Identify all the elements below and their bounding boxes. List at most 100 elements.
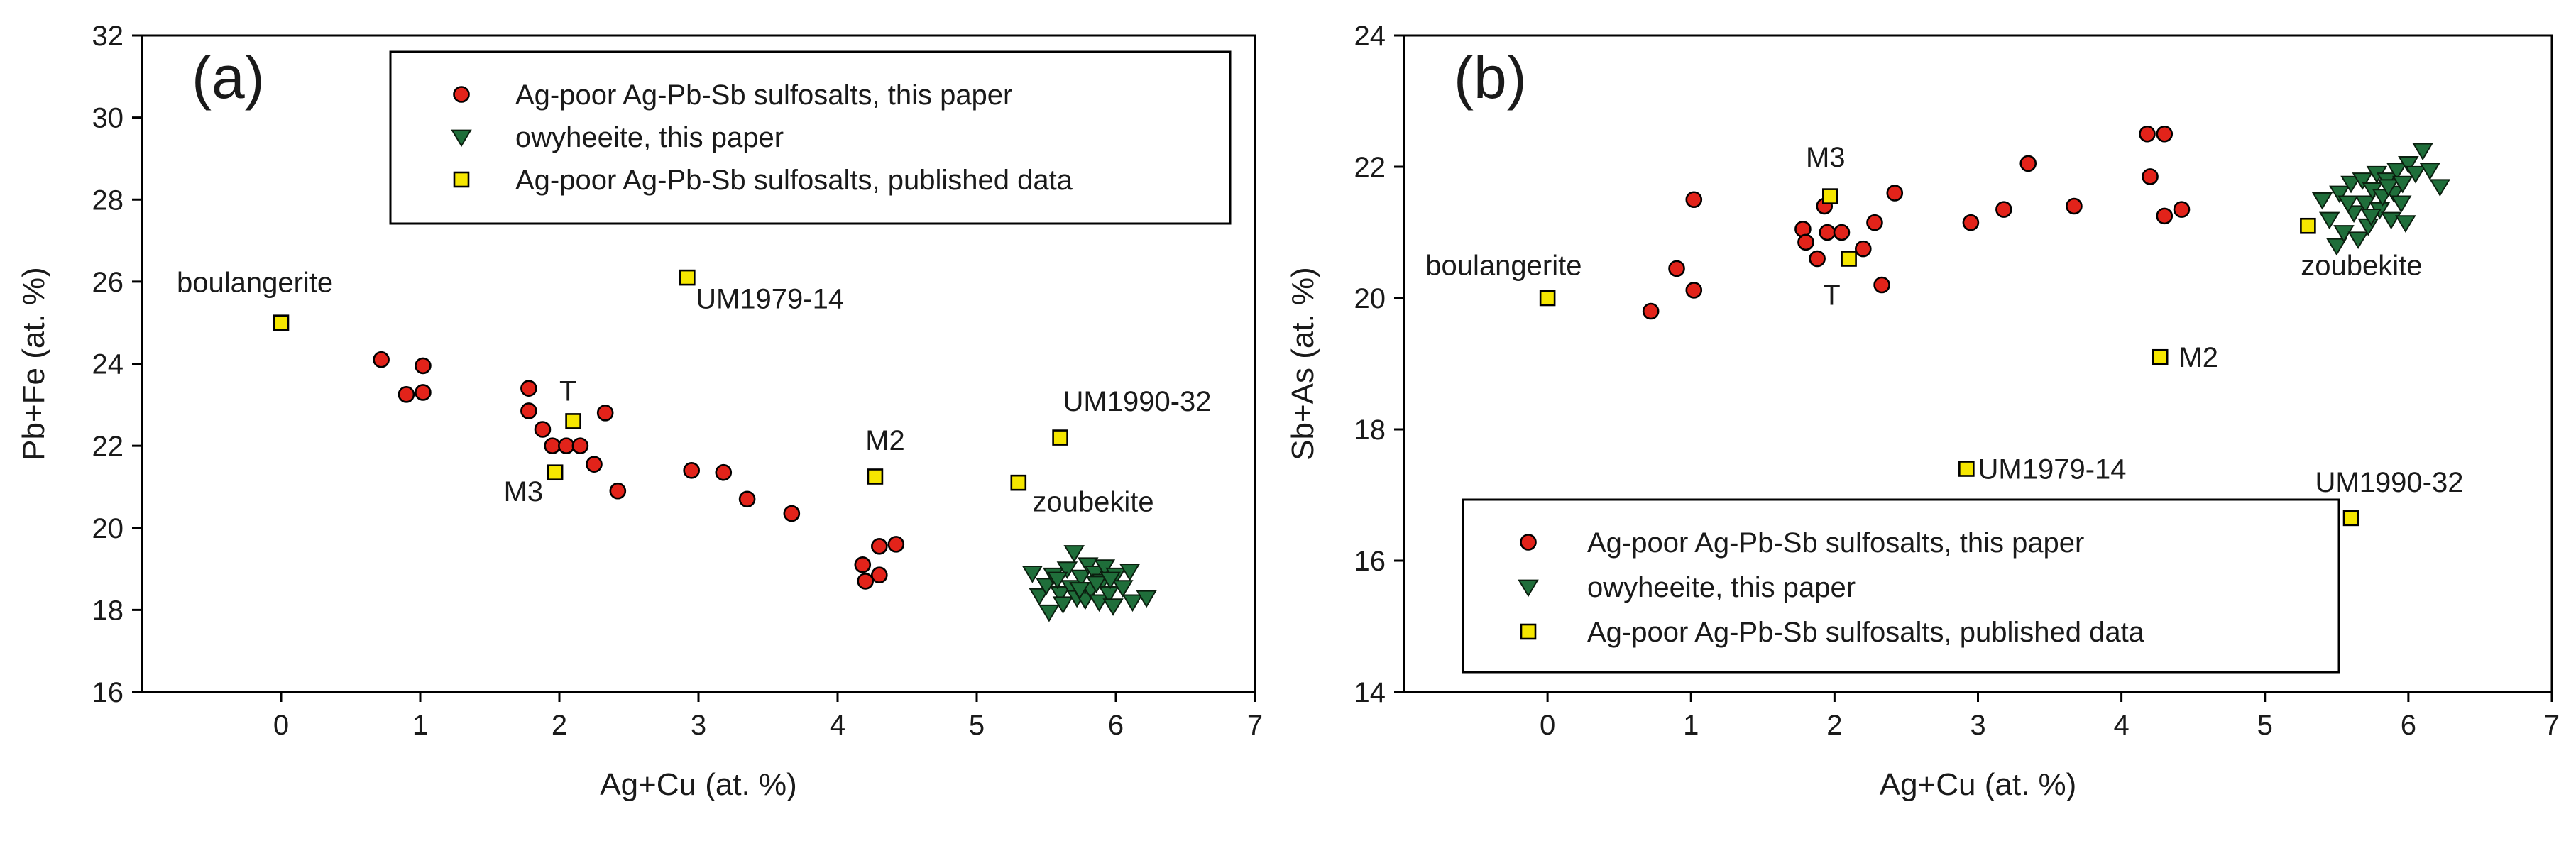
data-point-square	[1052, 429, 1068, 446]
legend-marker-square	[453, 171, 470, 188]
x-tick-label: 7	[1247, 710, 1263, 741]
x-tick-label: 5	[2257, 710, 2273, 741]
data-point-circle	[1873, 276, 1890, 294]
chart-panel-b: 0 1 2 3 4 5 6 7 14 16 18 20 22 24 Ag+Cu (at. %) Sb+As (…	[1286, 21, 2560, 802]
y-tick-label: 18	[92, 595, 124, 626]
data-point-square	[1539, 290, 1556, 307]
legend-box	[1462, 498, 2340, 674]
data-point-square	[1822, 188, 1838, 204]
data-point-triangle-down	[2391, 195, 2412, 214]
data-point-circle	[1685, 191, 1703, 209]
data-point-circle	[1855, 240, 1872, 258]
y-axis-title: Sb+As (at. %)	[1286, 267, 1320, 461]
data-point-square	[565, 413, 581, 429]
data-point-circle	[609, 482, 627, 500]
data-point-circle	[2156, 207, 2174, 225]
point-annotation: M3	[504, 476, 544, 507]
data-point-circle	[1833, 224, 1851, 241]
y-tick-label: 16	[92, 677, 124, 708]
point-annotation: zoubekite	[2301, 251, 2422, 282]
data-point-square	[547, 464, 564, 481]
legend-label: Ag-poor Ag-Pb-Sb sulfosalts, published d…	[515, 165, 1073, 196]
point-annotation: boulangerite	[177, 267, 333, 298]
legend-marker-square	[1520, 623, 1537, 640]
data-point-circle	[2173, 201, 2191, 218]
data-point-triangle-down	[1085, 576, 1107, 594]
data-point-circle	[398, 386, 415, 403]
data-point-triangle-down	[1021, 565, 1043, 583]
data-point-triangle-down	[1029, 588, 1050, 606]
point-annotation: T	[559, 376, 576, 407]
data-point-triangle-down	[2377, 179, 2399, 197]
data-point-circle	[571, 437, 589, 454]
data-point-square	[273, 314, 290, 331]
data-point-circle	[373, 351, 390, 368]
x-tick-label: 1	[1683, 710, 1699, 741]
data-point-circle	[871, 566, 888, 584]
data-point-triangle-down	[2318, 211, 2340, 230]
legend: Ag-poor Ag-Pb-Sb sulfosalts, this paper o…	[1462, 498, 2340, 674]
legend-marker-triangle-down	[451, 129, 472, 148]
x-tick-label: 4	[830, 710, 845, 741]
data-point-triangle-down	[2340, 175, 2362, 194]
data-point-triangle-down	[2395, 215, 2416, 233]
legend-marker-circle	[1520, 534, 1537, 551]
point-annotation: M2	[2178, 342, 2218, 373]
x-tick-label: 6	[2401, 710, 2416, 741]
y-tick-label: 16	[1354, 546, 1386, 577]
x-tick-label: 2	[1826, 710, 1842, 741]
series-circle	[1642, 125, 2191, 320]
data-point-triangle-down	[2355, 195, 2377, 214]
data-point-triangle-down	[2386, 163, 2408, 180]
data-point-triangle-down	[2326, 238, 2347, 256]
x-tick-label: 7	[2544, 710, 2560, 741]
y-tick-label: 32	[92, 21, 124, 52]
point-annotation: M3	[1806, 142, 1846, 173]
legend-label: Ag-poor Ag-Pb-Sb sulfosalts, this paper	[515, 79, 1012, 111]
point-annotation: zoubekite	[1032, 487, 1153, 518]
y-axis-title: Pb+Fe (at. %)	[16, 267, 51, 461]
data-point-triangle-down	[2380, 211, 2402, 230]
data-point-circle	[415, 384, 432, 401]
x-axis-title: Ag+Cu (at. %)	[600, 767, 797, 802]
data-point-circle	[534, 421, 552, 438]
data-point-triangle-down	[2405, 165, 2426, 184]
data-point-circle	[1668, 260, 1685, 277]
data-point-circle	[738, 490, 756, 508]
x-axis-title: Ag+Cu (at. %)	[1880, 767, 2077, 802]
data-point-triangle-down	[1136, 590, 1157, 608]
y-tick-label: 22	[92, 431, 124, 462]
data-point-circle	[857, 573, 874, 590]
data-point-circle	[1866, 214, 1883, 231]
y-tick-label: 28	[92, 185, 124, 216]
data-point-square	[1958, 461, 1975, 477]
data-point-triangle-down	[2311, 192, 2333, 210]
data-point-triangle-down	[2333, 225, 2355, 243]
x-tick-label: 1	[412, 710, 428, 741]
data-point-square	[1010, 474, 1027, 491]
series-square	[273, 269, 1068, 491]
data-point-square	[867, 468, 884, 485]
y-tick-label: 22	[1354, 152, 1386, 183]
legend-box	[389, 50, 1232, 225]
panel-label: (a)	[192, 44, 265, 111]
data-point-circle	[557, 437, 575, 454]
y-tick-label: 24	[92, 349, 124, 380]
point-annotation: UM1990-32	[1063, 386, 1212, 417]
data-point-circle	[887, 536, 905, 553]
legend-marker-circle	[453, 86, 470, 103]
panel-label: (b)	[1454, 44, 1527, 111]
data-point-triangle-down	[2352, 172, 2373, 190]
data-point-circle	[520, 402, 537, 419]
data-point-circle	[1819, 224, 1836, 241]
data-point-triangle-down	[1038, 604, 1060, 622]
data-point-square	[2152, 348, 2169, 365]
data-point-triangle-down	[1049, 586, 1071, 604]
data-point-circle	[596, 405, 614, 422]
data-point-triangle-down	[2398, 156, 2419, 174]
data-point-square	[1841, 251, 1857, 267]
legend-label: Ag-poor Ag-Pb-Sb sulfosalts, this paper	[1587, 527, 2084, 559]
legend-label: Ag-poor Ag-Pb-Sb sulfosalts, published d…	[1587, 617, 2145, 648]
series-triangle-down	[2311, 143, 2451, 256]
